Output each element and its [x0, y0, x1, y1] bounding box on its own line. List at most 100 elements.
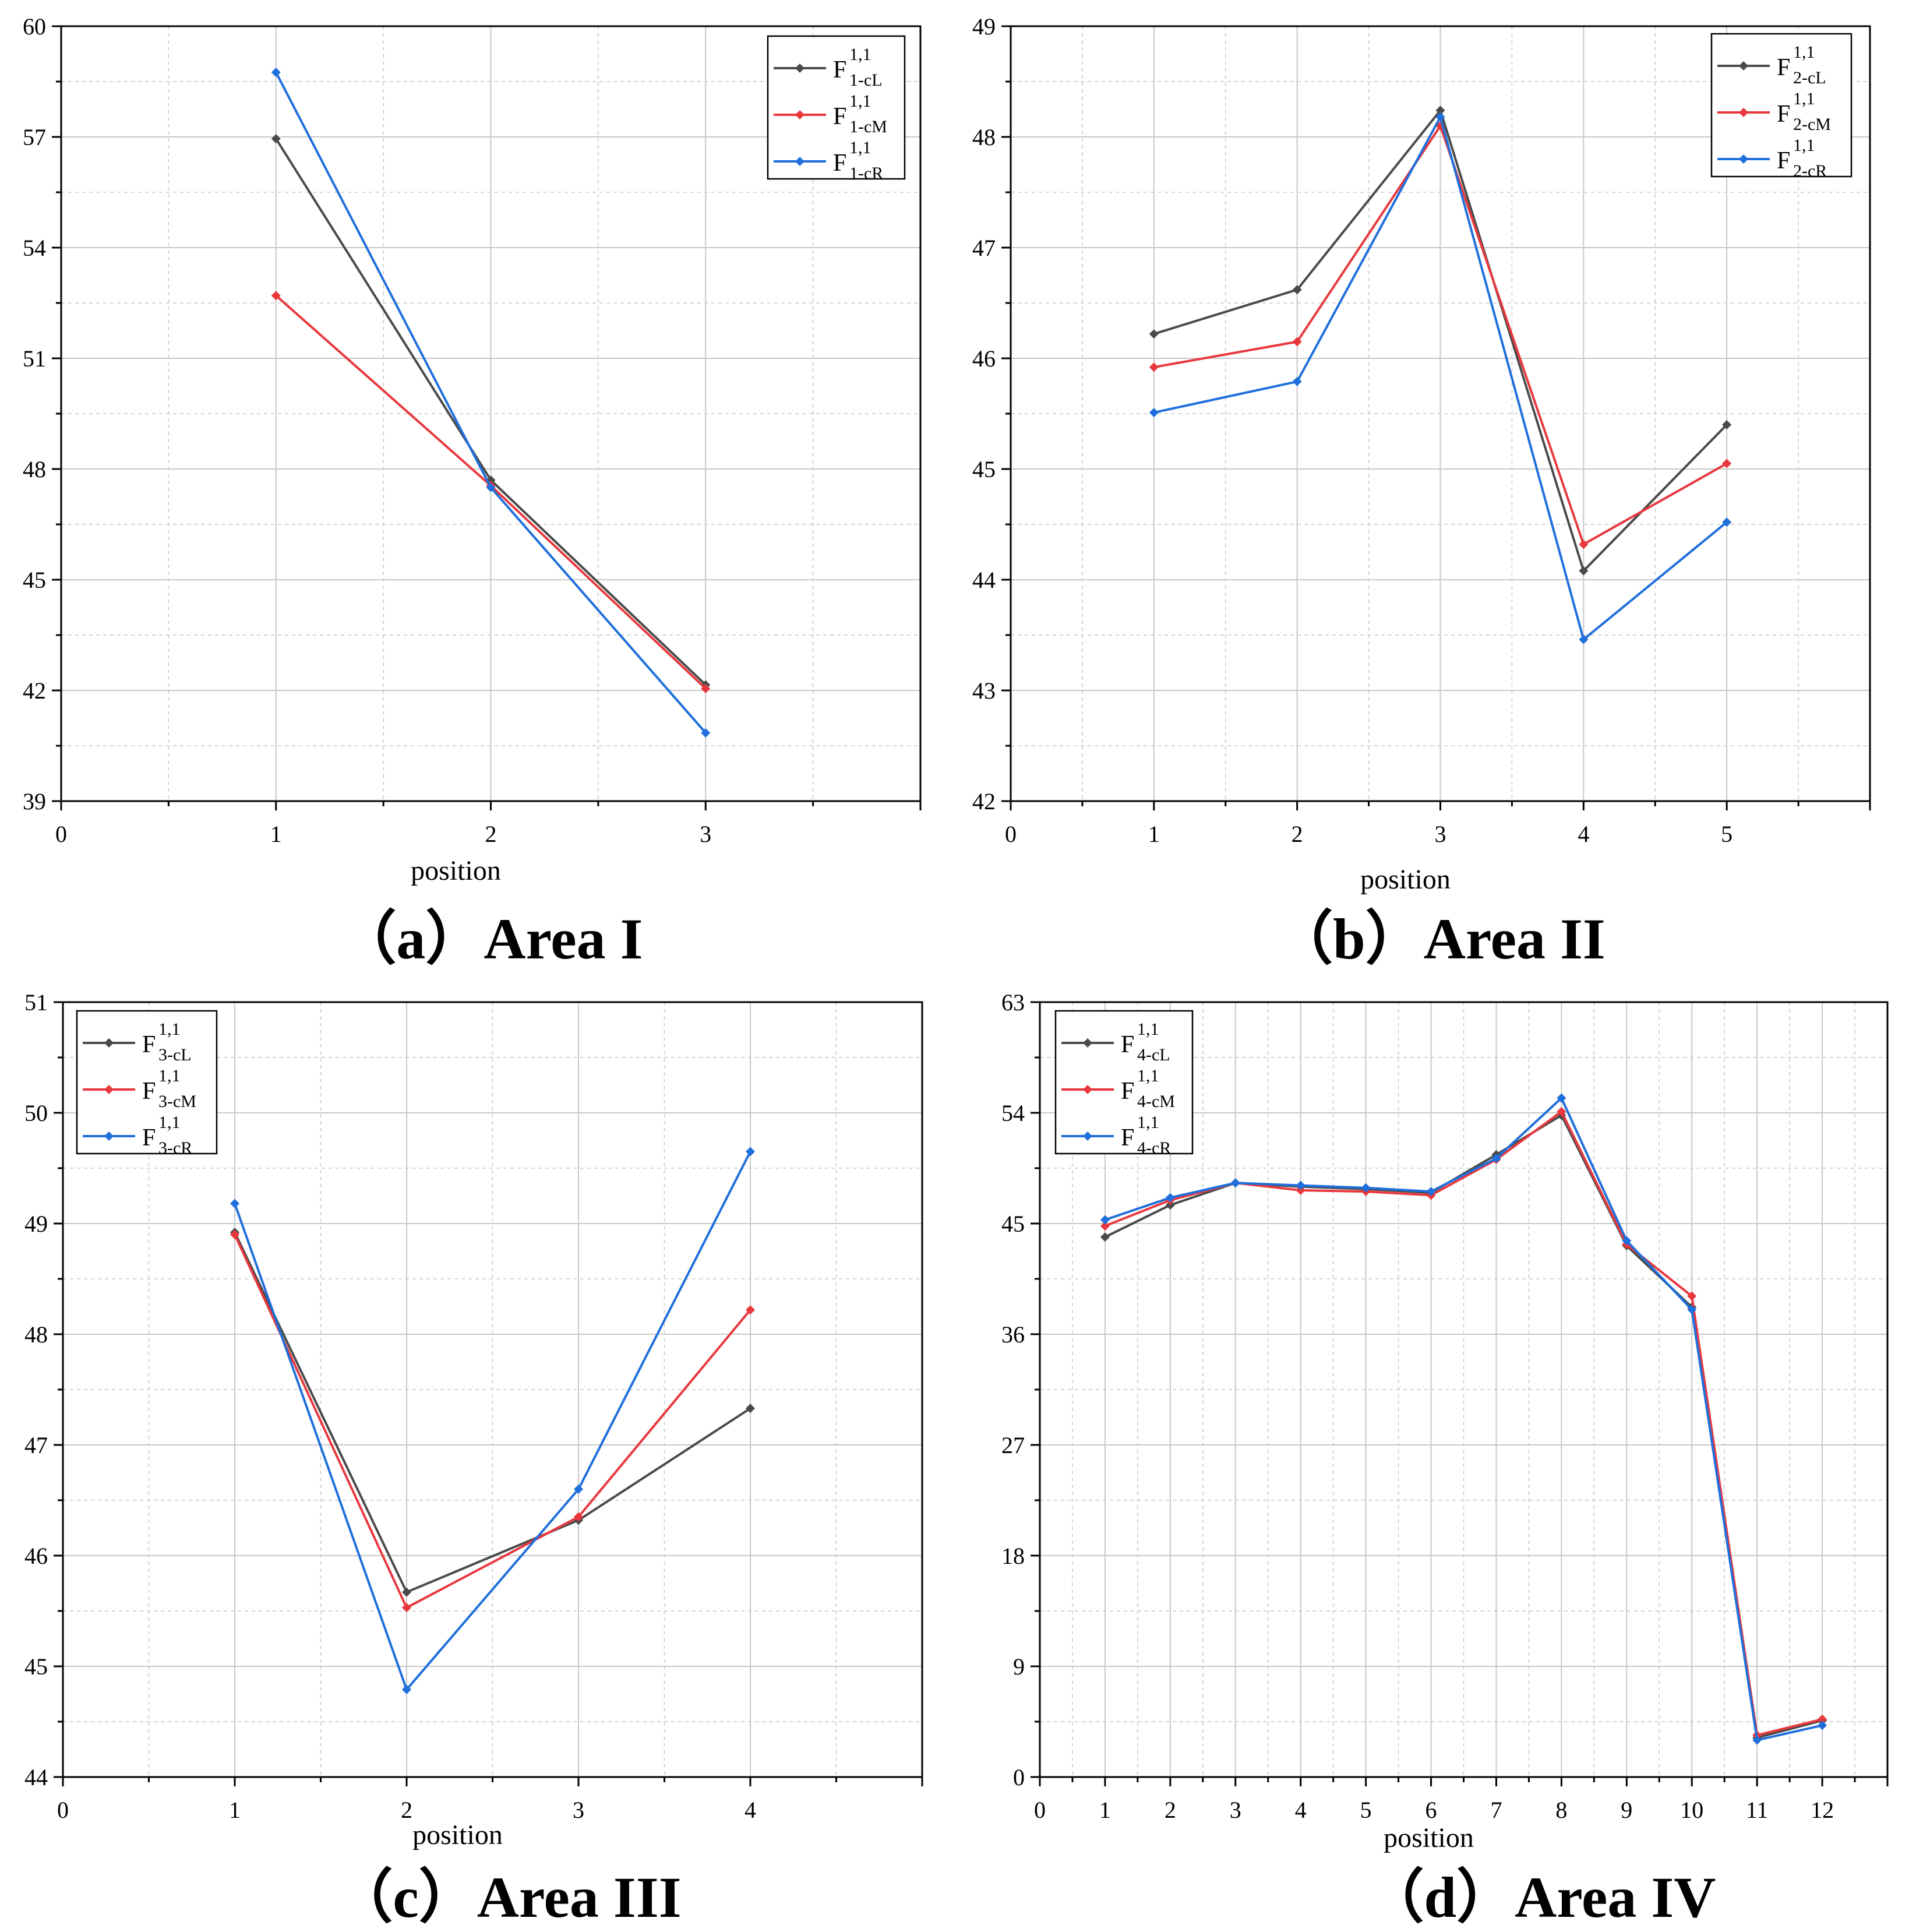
data-point — [1687, 1291, 1697, 1301]
x-tick-label: 0 — [55, 821, 67, 847]
data-point — [1100, 1232, 1110, 1242]
panel-title: （c）Area III — [334, 1865, 681, 1930]
legend-label-sub: 2-cR — [1793, 161, 1827, 181]
x-tick-label: 3 — [1230, 1797, 1241, 1823]
series-cL — [1149, 105, 1732, 576]
legend-label-main: F — [142, 1031, 156, 1058]
legend-swatch-marker — [104, 1085, 114, 1094]
y-tick-label: 36 — [1001, 1321, 1025, 1348]
legend-label-main: F — [1777, 101, 1790, 128]
x-tick-label: 3 — [1435, 821, 1446, 847]
data-point — [1579, 566, 1589, 576]
x-axis-label: position — [412, 1820, 503, 1850]
data-point — [1165, 1193, 1175, 1203]
x-tick-label: 11 — [1746, 1797, 1769, 1823]
data-point — [271, 291, 281, 301]
x-axis: 0 1 2 3 4 — [57, 1777, 923, 1823]
data-point — [574, 1485, 583, 1494]
legend-swatch-marker — [104, 1131, 114, 1141]
legend-label-sub: 4-cR — [1137, 1138, 1171, 1158]
x-tick-label: 7 — [1490, 1797, 1502, 1823]
x-tick-label: 0 — [1034, 1797, 1046, 1823]
data-point — [1557, 1106, 1566, 1116]
y-tick-label: 60 — [23, 13, 46, 40]
legend-box — [1710, 33, 1853, 178]
legend-label-main: F — [142, 1078, 156, 1105]
x-tick-label: 10 — [1680, 1797, 1703, 1823]
data-point — [402, 1587, 411, 1597]
x-tick-label: 3 — [700, 821, 711, 847]
series-line-cL — [1105, 1114, 1823, 1739]
data-point — [1435, 112, 1445, 122]
series-cR — [230, 1147, 755, 1694]
panel-title: （d）Area IV — [1366, 1865, 1716, 1930]
data-point — [1426, 1187, 1436, 1197]
x-tick-label: 8 — [1555, 1797, 1567, 1823]
legend-label-main: F — [1777, 147, 1790, 174]
data-point — [1149, 408, 1159, 418]
legend-entry-cR: F1,1 4-cR — [1061, 1113, 1171, 1158]
data-point — [1149, 329, 1159, 339]
y-tick-label: 9 — [1013, 1654, 1025, 1680]
legend-entry-cM: F1,1 3-cM — [83, 1066, 196, 1111]
series-line-cR — [1105, 1097, 1823, 1741]
data-point — [1818, 1721, 1827, 1730]
x-axis: 0 1 2 3 — [55, 801, 922, 847]
legend-entry-cM: F1,1 1-cM — [774, 91, 887, 136]
y-tick-label: 0 — [1013, 1764, 1025, 1790]
data-point — [271, 134, 281, 144]
x-tick-label: 3 — [573, 1797, 584, 1823]
legend-box — [1054, 1010, 1194, 1155]
x-tick-label: 2 — [401, 1797, 412, 1823]
legend-entry-cM: F1,1 2-cM — [1717, 89, 1831, 134]
y-tick-label: 54 — [1001, 1100, 1025, 1126]
legend-label-main: F — [833, 57, 846, 83]
x-tick-label: 4 — [1295, 1797, 1307, 1823]
x-tick-label: 5 — [1360, 1797, 1372, 1823]
y-tick-label: 42 — [972, 788, 996, 815]
data-point — [402, 1603, 411, 1613]
data-point — [1361, 1183, 1371, 1193]
data-point — [1292, 337, 1302, 347]
data-point — [1100, 1221, 1110, 1231]
data-point — [1292, 376, 1302, 386]
y-tick-label: 46 — [24, 1543, 48, 1569]
data-point — [746, 1404, 755, 1413]
y-tick-label: 45 — [1001, 1211, 1025, 1237]
legend-label-main: F — [1777, 54, 1790, 81]
legend-label-sub: 2-cL — [1793, 68, 1826, 87]
data-point — [1296, 1180, 1305, 1190]
series-line-cL — [234, 1232, 751, 1593]
data-point — [701, 683, 711, 693]
data-point — [1491, 1154, 1501, 1164]
legend-entry-cR: F1,1 2-cR — [1717, 136, 1827, 181]
y-axis: 0 9 18 27 36 45 54 63 — [1001, 989, 1040, 1790]
legend-swatch-marker — [795, 157, 804, 166]
y-tick-label: 54 — [23, 235, 46, 261]
data-point — [230, 1198, 239, 1208]
legend-swatch-marker — [1739, 154, 1748, 164]
legend-label-main: F — [833, 150, 846, 177]
x-tick-label: 2 — [1165, 1797, 1176, 1823]
legend-label-sup: 1,1 — [849, 91, 871, 111]
legend-label-sup: 1,1 — [1793, 89, 1815, 108]
data-point — [1722, 459, 1732, 468]
data-point — [1818, 1714, 1827, 1724]
x-tick-label: 2 — [1292, 821, 1303, 847]
y-tick-label: 50 — [24, 1100, 48, 1126]
y-tick-label: 48 — [23, 456, 46, 482]
data-point — [1165, 1200, 1175, 1210]
y-axis: 42 43 44 45 46 47 48 49 — [972, 13, 1011, 815]
y-tick-label: 42 — [23, 678, 46, 704]
legend-entry-cR: F1,1 1-cR — [774, 138, 883, 183]
y-axis: 39 42 45 48 51 54 57 60 — [23, 13, 61, 815]
data-point — [1230, 1178, 1240, 1188]
legend-box — [767, 35, 906, 180]
data-point — [1622, 1236, 1632, 1246]
x-tick-label: 4 — [744, 1797, 756, 1823]
panel-title: （a）Area I — [338, 907, 643, 971]
y-tick-label: 49 — [972, 13, 996, 40]
panel-title: （b）Area II — [1275, 907, 1606, 971]
